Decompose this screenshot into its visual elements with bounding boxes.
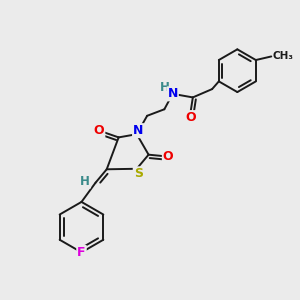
Text: O: O bbox=[185, 111, 196, 124]
Text: F: F bbox=[77, 246, 86, 259]
Text: H: H bbox=[80, 175, 90, 188]
Text: S: S bbox=[134, 167, 143, 180]
Text: CH₃: CH₃ bbox=[273, 52, 294, 61]
Text: O: O bbox=[94, 124, 104, 137]
Text: O: O bbox=[163, 150, 173, 163]
Text: H: H bbox=[159, 81, 169, 94]
Text: N: N bbox=[167, 87, 178, 100]
Text: N: N bbox=[133, 124, 143, 137]
